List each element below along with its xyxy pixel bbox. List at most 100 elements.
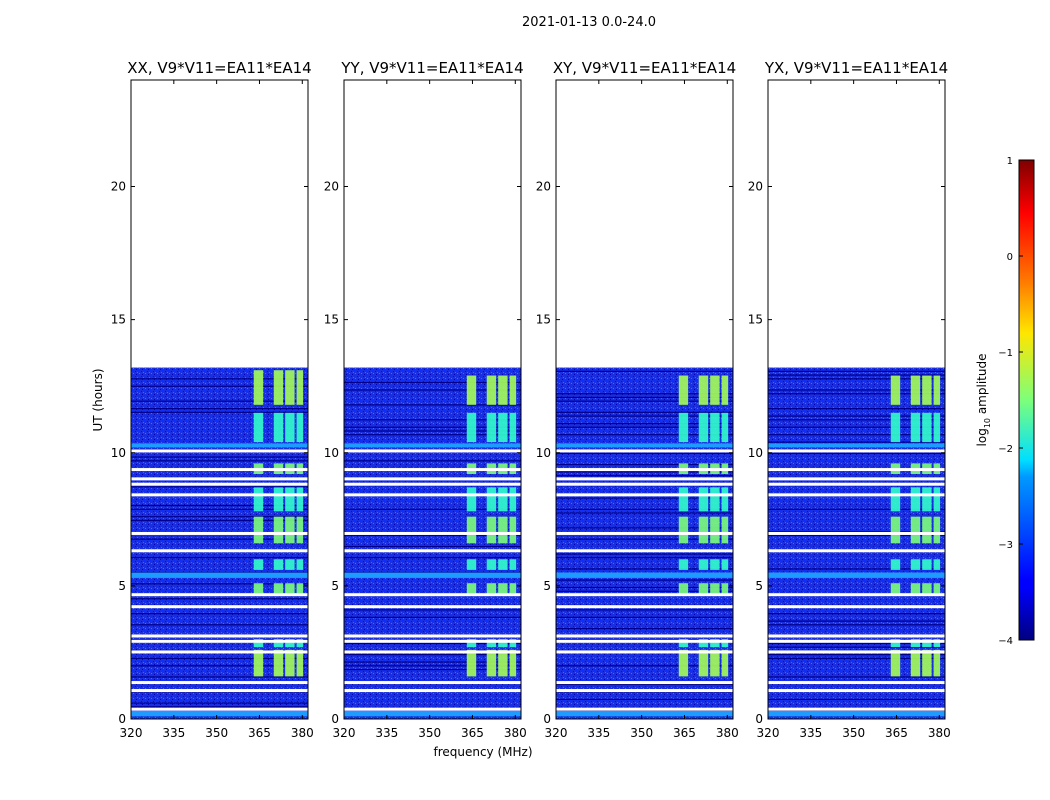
rfi-column (509, 639, 517, 648)
y-tick-label: 15 (324, 313, 339, 327)
rfi-column (922, 559, 932, 570)
rfi-column (296, 583, 304, 594)
bright-band (131, 711, 308, 717)
dark-stripe (768, 389, 945, 391)
dark-stripe (556, 627, 733, 630)
y-tick-label: 5 (331, 579, 339, 593)
rfi-column (466, 583, 477, 594)
x-tick-label: 365 (248, 726, 271, 740)
rfi-column (498, 487, 508, 512)
flagged-row (344, 634, 521, 638)
dark-stripe (344, 661, 521, 663)
y-tick-label: 15 (536, 313, 551, 327)
rfi-column (890, 639, 901, 648)
dark-stripe (344, 508, 521, 510)
dark-stripe (556, 698, 733, 700)
dark-stripe (556, 415, 733, 417)
x-tick-label: 350 (418, 726, 441, 740)
flagged-row (768, 634, 945, 638)
rfi-column (721, 583, 729, 594)
rfi-column (466, 375, 477, 405)
panel-frame (767, 79, 946, 720)
rfi-column (710, 412, 720, 443)
x-tick-label: 380 (928, 726, 951, 740)
rfi-column (486, 583, 497, 594)
flagged-row (131, 477, 308, 481)
rfi-column (466, 559, 477, 570)
dark-stripe (131, 456, 308, 458)
dark-stripe (768, 374, 945, 376)
x-tick-label: 335 (375, 726, 398, 740)
flagged-row (131, 707, 308, 711)
dark-stripe (131, 400, 308, 402)
rfi-column (910, 375, 921, 405)
dark-stripe (131, 702, 308, 704)
x-tick-label: 350 (205, 726, 228, 740)
rfi-column (721, 412, 729, 443)
rfi-column (296, 370, 304, 405)
flagged-row (344, 681, 521, 685)
y-tick-label: 20 (536, 180, 551, 194)
rfi-column (698, 375, 709, 405)
dark-stripe (344, 534, 521, 536)
dark-stripe (344, 642, 521, 645)
dark-stripe (344, 426, 521, 428)
rfi-column (890, 487, 901, 512)
colorbar-tick-label: −3 (998, 540, 1013, 551)
colorbar-label: log10 amplitude (975, 354, 992, 447)
y-tick-label: 10 (748, 446, 763, 460)
dark-stripe (131, 516, 308, 518)
rfi-column (933, 375, 941, 405)
y-tick-label: 20 (748, 180, 763, 194)
rfi-column (721, 516, 729, 544)
flagged-row (556, 689, 733, 693)
rfi-column (710, 516, 720, 544)
rfi-column (721, 559, 729, 570)
dark-stripe (131, 504, 308, 507)
dark-stripe (556, 400, 733, 402)
flagged-row (768, 707, 945, 711)
rfi-column (296, 559, 304, 570)
rfi-column (910, 649, 921, 677)
flagged-row (556, 549, 733, 553)
colorbar: 1 0 −1 −2 −3 −4 log10 amplitude (975, 156, 1035, 647)
dark-stripe (556, 639, 733, 641)
rfi-column (698, 559, 709, 570)
bright-band (344, 443, 521, 448)
flagged-row (131, 689, 308, 693)
dark-stripe (131, 665, 308, 667)
flagged-row (556, 468, 733, 472)
rfi-column (296, 516, 304, 544)
rfi-column (498, 649, 508, 677)
bright-band (344, 572, 521, 578)
rfi-column (273, 583, 284, 594)
flagged-row (768, 531, 945, 535)
bright-band (131, 572, 308, 578)
dark-stripe (556, 452, 733, 454)
rfi-column (922, 516, 932, 544)
colorbar-ticks: 1 0 −1 −2 −3 −4 (998, 156, 1023, 647)
flagged-row (344, 689, 521, 693)
rfi-column (273, 487, 284, 512)
dark-stripe (768, 620, 945, 622)
rfi-column (698, 583, 709, 594)
flagged-row (768, 549, 945, 553)
y-tick-label: 20 (324, 180, 339, 194)
colorbar-tick-label: 0 (1007, 252, 1013, 263)
flagged-row (344, 593, 521, 597)
panel-title: YY, V9*V11=EA11*EA14 (340, 59, 523, 77)
flagged-row (556, 531, 733, 535)
rfi-column (710, 375, 720, 405)
x-tick-label: 365 (461, 726, 484, 740)
dark-stripe (344, 404, 521, 406)
rfi-column (910, 516, 921, 544)
rfi-column (253, 516, 264, 544)
rfi-column (710, 649, 720, 677)
bright-band (344, 711, 521, 717)
flagged-row (131, 549, 308, 553)
rfi-column (498, 412, 508, 443)
dark-stripe (768, 434, 945, 436)
x-tick-label: 365 (885, 726, 908, 740)
rfi-column (890, 375, 901, 405)
rfi-column (698, 516, 709, 544)
